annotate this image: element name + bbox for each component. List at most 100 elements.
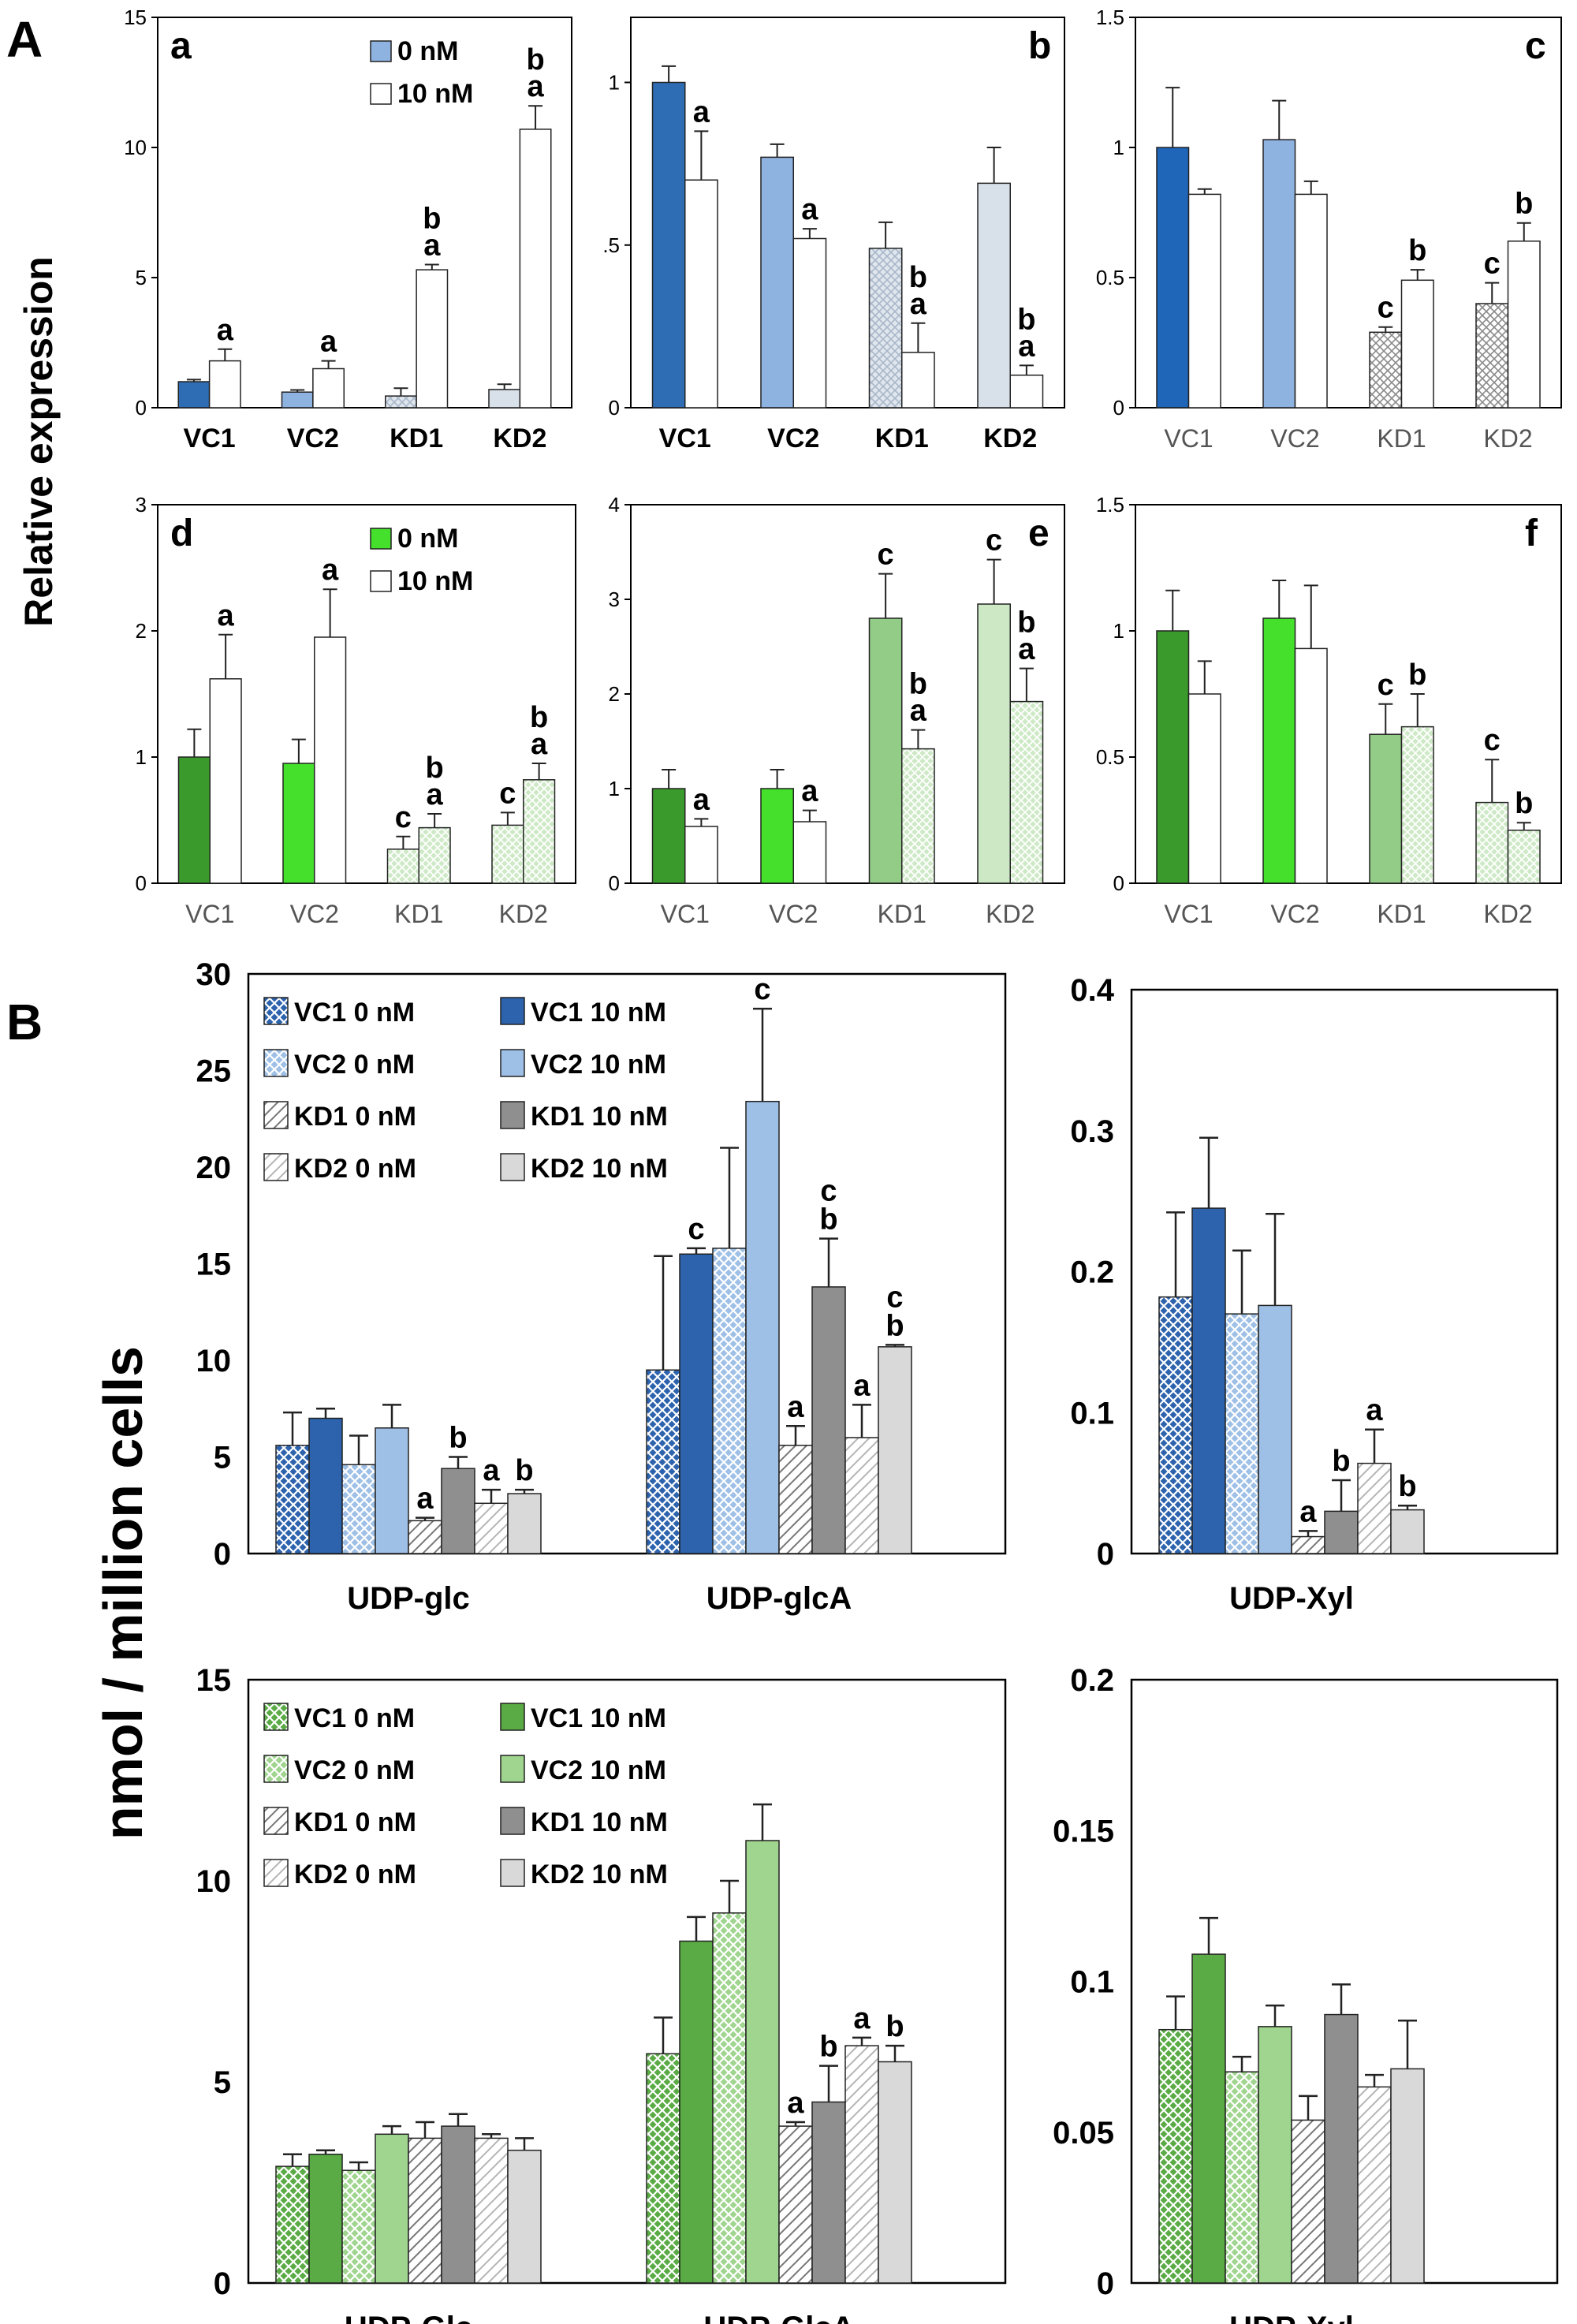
significance-label: c — [395, 801, 412, 834]
significance-label: a — [217, 314, 234, 347]
bar — [1475, 303, 1509, 408]
bar — [745, 1840, 780, 2284]
significance-label: b — [1017, 606, 1035, 640]
bar — [177, 756, 211, 884]
significance-label: a — [423, 229, 441, 263]
legend-label: VC2 0 nM — [294, 1755, 415, 1785]
significance-label: a — [853, 1369, 871, 1402]
y-tick-label: 5 — [214, 2065, 231, 2100]
bar — [208, 360, 241, 408]
bar — [1507, 830, 1541, 884]
significance-label: b — [423, 203, 441, 236]
panel-label: c — [1525, 25, 1546, 67]
legend-swatch — [500, 1703, 525, 1731]
bar — [1400, 726, 1434, 884]
significance-label: b — [426, 752, 444, 785]
bar — [792, 237, 827, 408]
legend-swatch — [500, 1153, 525, 1181]
legend-label: VC2 10 nM — [531, 1755, 666, 1785]
bar — [491, 824, 524, 884]
bar — [1258, 1304, 1292, 1554]
bar — [684, 179, 718, 408]
x-tick-label: VC2 — [767, 423, 819, 453]
significance-label: b — [530, 701, 548, 734]
x-tick-label: VC2 — [287, 423, 339, 453]
legend-swatch — [500, 1049, 525, 1077]
y-tick-label: 0 — [1097, 1537, 1114, 1572]
bar — [474, 1502, 509, 1554]
significance-label: a — [801, 193, 818, 226]
legend-label: KD1 0 nM — [294, 1102, 416, 1132]
bar — [844, 1437, 879, 1554]
legend-label: KD2 10 nM — [531, 1154, 668, 1184]
y-tick-label: 1 — [609, 71, 620, 95]
bar — [1294, 193, 1328, 408]
bar — [1262, 139, 1296, 408]
x-tick-label: KD2 — [1483, 424, 1532, 453]
y-tick-label: 15 — [196, 1663, 232, 1698]
bar — [1390, 2068, 1425, 2284]
y-tick-label: 2 — [609, 682, 620, 706]
significance-label: a — [416, 1483, 434, 1516]
x-tick-label: KD1 — [878, 900, 926, 928]
bar — [651, 81, 686, 408]
bar — [811, 2101, 846, 2284]
significance-label: a — [320, 326, 337, 359]
legend-label: 10 nM — [397, 79, 473, 109]
legend-swatch — [500, 1755, 525, 1783]
bar — [646, 2053, 680, 2284]
x-tick-label: VC2 — [769, 900, 818, 928]
y-tick-label: 1 — [1113, 619, 1124, 643]
bar — [868, 617, 903, 884]
legend-label: VC1 10 nM — [531, 998, 666, 1028]
legend-swatch — [263, 1153, 289, 1181]
significance-label: b — [1017, 303, 1035, 336]
significance-label: a — [910, 695, 927, 728]
plot-frame — [157, 504, 576, 884]
y-tick-label: 0.3 — [1070, 1114, 1114, 1149]
bar — [1158, 1296, 1193, 1554]
significance-label: c — [986, 524, 1002, 558]
bar — [418, 826, 451, 884]
y-axis-title-nmol-cells: nmol / million cells — [92, 1346, 154, 1840]
bar — [1324, 1510, 1359, 1554]
y-tick-label: 0 — [609, 871, 620, 895]
significance-label: a — [693, 783, 710, 816]
significance-label: a — [1366, 1394, 1383, 1427]
x-tick-label: VC1 — [661, 900, 710, 928]
bar — [811, 1286, 846, 1554]
plot-frame — [247, 1678, 1007, 2285]
x-tick-label: VC1 — [184, 423, 236, 453]
bar — [1357, 1462, 1392, 1554]
panel-label: e — [1028, 513, 1049, 554]
y-tick-label: 20 — [196, 1151, 232, 1185]
bar — [679, 1253, 714, 1554]
bar — [878, 1346, 912, 1554]
legend-swatch — [500, 1807, 525, 1835]
legend-swatch — [370, 528, 392, 550]
legend-swatch — [263, 1807, 289, 1835]
x-tick-label: VC2 — [1270, 424, 1319, 453]
significance-label: a — [910, 288, 927, 321]
bar — [646, 1369, 680, 1554]
bar — [1187, 193, 1221, 408]
significance-label: a — [322, 554, 339, 587]
y-tick-label: 5 — [214, 1441, 231, 1475]
bar — [651, 788, 686, 884]
significance-label: c — [499, 777, 516, 810]
bar — [778, 1445, 813, 1554]
panel-label: b — [1028, 25, 1051, 67]
bar — [1225, 1313, 1259, 1554]
x-tick-label: KD2 — [493, 423, 546, 453]
x-tick-label: KD2 — [986, 900, 1035, 928]
bar — [1009, 375, 1044, 408]
bar — [901, 352, 935, 408]
y-tick-label: 5 — [136, 266, 147, 289]
y-tick-label: 0 — [136, 396, 147, 420]
legend-label: KD2 10 nM — [531, 1860, 668, 1889]
significance-label: b — [1398, 1470, 1416, 1503]
legend-swatch — [263, 997, 289, 1025]
